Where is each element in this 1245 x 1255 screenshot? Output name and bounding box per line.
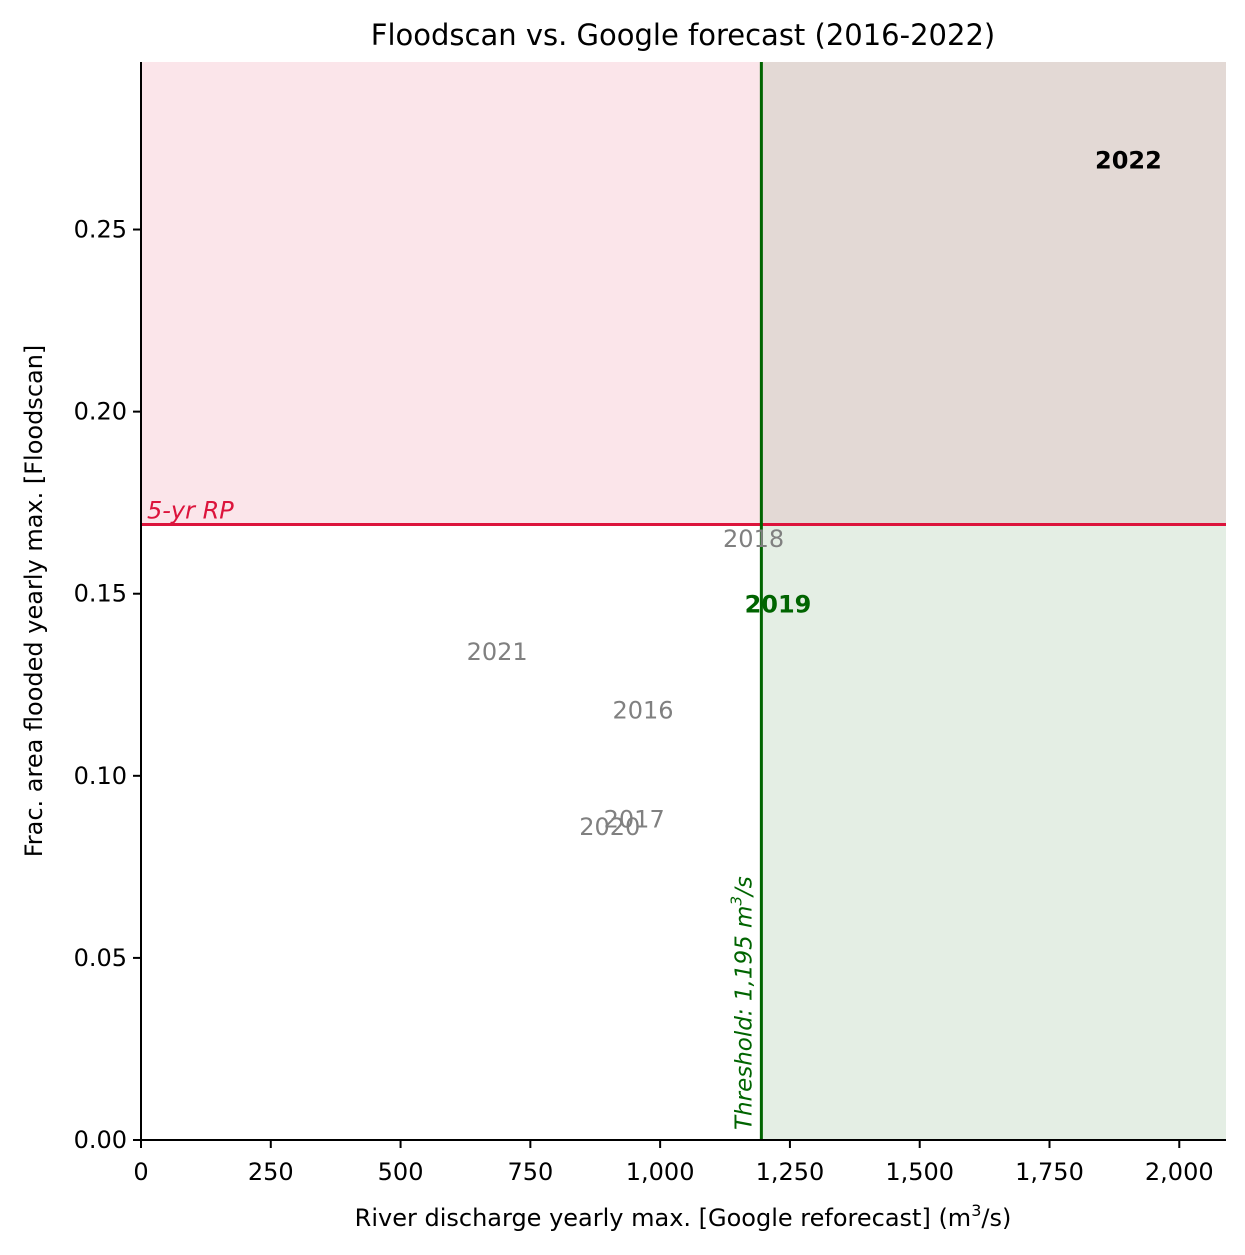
- y-tick-label: 0.10: [74, 762, 127, 790]
- y-tick-label: 0.05: [74, 944, 127, 972]
- year-label-2022: 2022: [1095, 146, 1162, 174]
- year-label-2016: 2016: [612, 696, 673, 724]
- threshold-label-main: Threshold: 1,195 m: [731, 906, 757, 1130]
- threshold-label-sup: 3: [727, 896, 745, 906]
- y-tick-label: 0.20: [74, 398, 127, 426]
- y-tick-label: 0.25: [74, 216, 127, 244]
- year-label-2020: 2020: [579, 813, 640, 841]
- axes: [140, 62, 1226, 1141]
- x-tick-label: 1,750: [1015, 1158, 1084, 1186]
- x-tick-label: 0: [133, 1158, 148, 1186]
- y-tick-label: 0.00: [74, 1126, 127, 1154]
- chart-title: Floodscan vs. Google forecast (2016-2022…: [371, 18, 995, 52]
- above-threshold-region: [761, 524, 1226, 1140]
- x-tick-label: 2,000: [1145, 1158, 1214, 1186]
- year-label-2021: 2021: [467, 638, 528, 666]
- x-axis-label: River discharge yearly max. [Google refo…: [355, 1201, 1012, 1232]
- year-labels: 2016 2017 2018 2019 2020 2021 2022: [467, 146, 1162, 840]
- year-label-2017: 2017: [604, 806, 665, 834]
- x-tick-label: 250: [248, 1158, 294, 1186]
- reference-lines: [141, 62, 1226, 1140]
- ticks: 0 250 500 750 1,000 1,250 1,500 1,750 2,000 0.00 0…: [74, 216, 1214, 1186]
- x-axis-label-tail: /s): [981, 1204, 1011, 1232]
- shaded-regions: [141, 62, 1226, 1140]
- x-tick-label: 1,500: [885, 1158, 954, 1186]
- above-both-region: [761, 62, 1226, 525]
- x-tick-label: 1,250: [756, 1158, 825, 1186]
- x-axis-label-main: River discharge yearly max. [Google refo…: [355, 1204, 972, 1232]
- x-tick-label: 750: [507, 1158, 553, 1186]
- x-tick-label: 1,000: [626, 1158, 695, 1186]
- year-label-2018: 2018: [723, 525, 784, 553]
- year-label-2019: 2019: [745, 591, 812, 619]
- threshold-label: Threshold: 1,195 m3/s: [727, 876, 757, 1130]
- y-tick-label: 0.15: [74, 580, 127, 608]
- x-tick-label: 500: [378, 1158, 424, 1186]
- above-rp-region: [141, 62, 762, 525]
- threshold-label-tail: /s: [731, 876, 757, 898]
- y-axis-label: Frac. area flooded yearly max. [Floodsca…: [20, 345, 48, 858]
- x-axis-label-sup: 3: [971, 1201, 981, 1220]
- rp-label: 5-yr RP: [147, 497, 234, 525]
